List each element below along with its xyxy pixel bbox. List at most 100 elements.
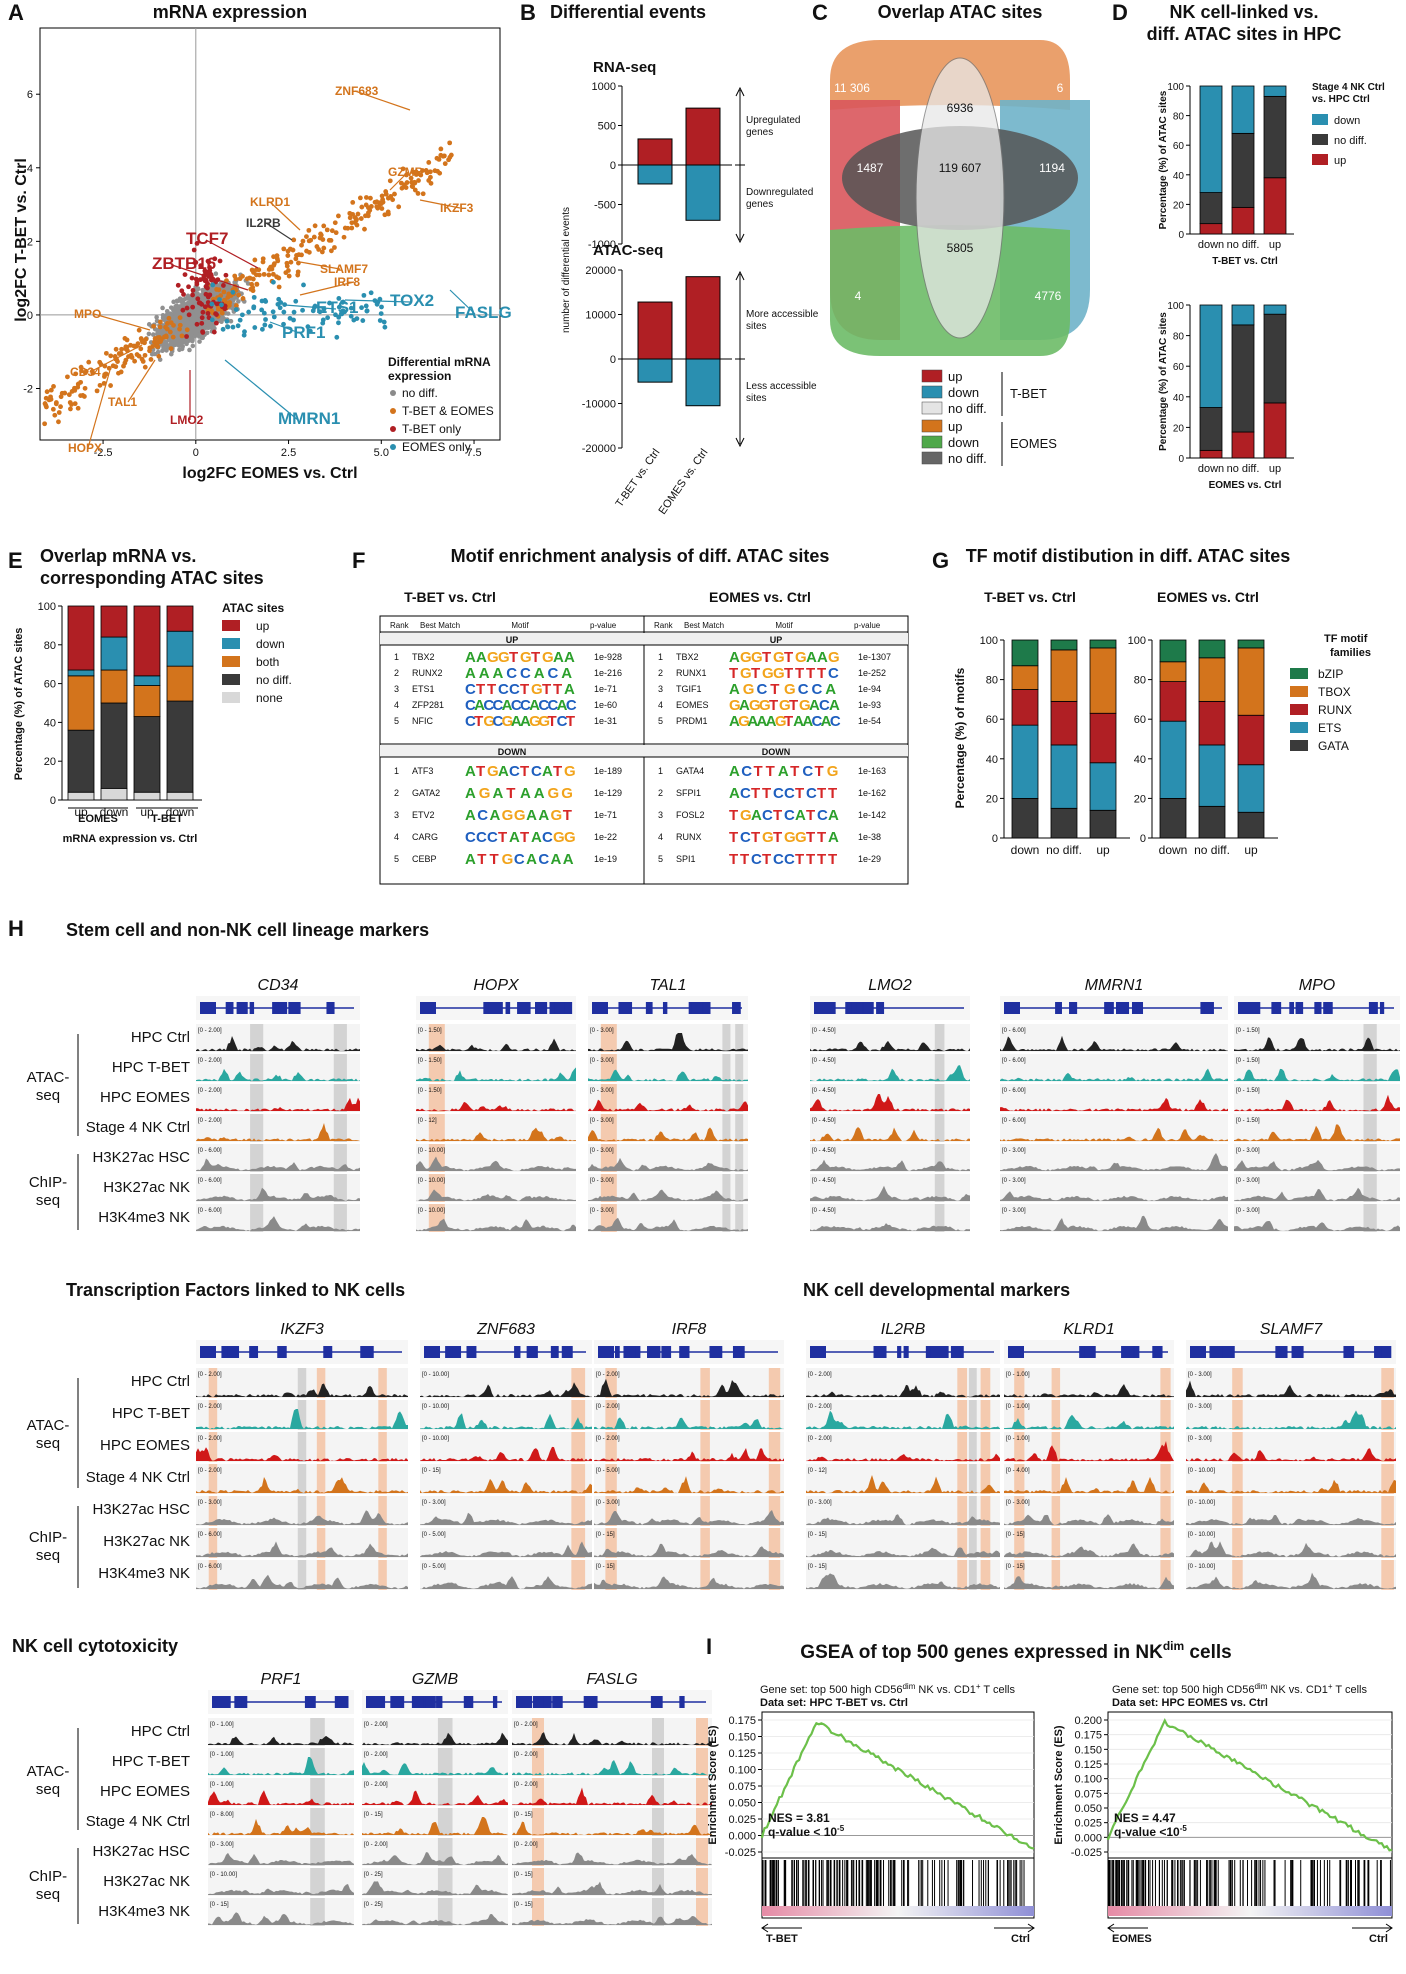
exon [1104,1002,1114,1014]
legend-swatch [1290,704,1308,715]
exon [543,1696,552,1708]
tick: 0.100 [728,1765,756,1777]
legend-swatch [1312,134,1328,145]
track-range: [0 - 3.00] [1002,1148,1026,1154]
highlight [333,1024,347,1052]
track-range: [0 - 10.00] [418,1148,445,1154]
scatter-point [197,339,202,344]
highlight [532,1808,544,1836]
rna-title: RNA-seq [593,59,656,76]
motif-letter: A [534,785,545,802]
exon [561,1346,573,1358]
tick: 0.025 [1074,1818,1102,1830]
motif-letter: A [806,649,817,666]
exon [288,1002,301,1014]
q-value: q-value <10-5 [1114,1824,1187,1839]
scatter-point [103,350,109,356]
highlight [250,1084,264,1112]
stack-segment [166,700,194,793]
scatter-point [382,324,388,330]
track-bg [1000,1054,1228,1082]
overlap-count: 1487 [857,161,884,175]
d-legend-title: Stage 4 NK Ctrl [1312,82,1385,93]
scatter-point [200,294,205,300]
category-label: down [1198,463,1224,475]
scatter-point [190,297,195,303]
stack-segment [1263,402,1287,459]
scatter-point [274,274,280,280]
highlight [571,1496,586,1526]
highlight [310,1838,325,1866]
scatter-point [182,272,188,278]
exon [249,1002,255,1014]
scatter-point [170,334,176,340]
tick: 80 [44,640,56,652]
overlap-count: 5805 [947,241,974,255]
motif-letter: T [806,665,815,682]
gs: T cells [1333,1684,1368,1696]
legend-item: T-BET & EOMES [402,404,494,418]
track-range: [0 - 2.00] [198,1028,222,1034]
motif-letter: A [531,829,542,846]
scatter-point [203,291,209,297]
h-section-title: Transcription Factors linked to NK cells [66,1280,405,1300]
motif-letter: T [476,681,485,698]
scatter-point [195,327,200,333]
p-value: 1e-29 [858,854,881,864]
track-range: [0 - 4.00] [1006,1468,1030,1474]
motif-letter: A [465,851,476,868]
scatter-point [291,237,297,243]
scatter-point [420,168,425,173]
category-label: no diff. [1046,843,1082,857]
tick: 0.075 [1074,1788,1102,1800]
scatter-point [319,249,325,255]
scatter-point [320,317,326,323]
scatter-point [262,322,268,328]
scatter-point [190,330,195,335]
highlight [722,1054,731,1082]
motif-letter: C [476,829,487,846]
motif-letter: C [740,829,751,846]
motif-letter: C [773,785,784,802]
scatter-point [398,180,404,186]
scatter-point [306,227,312,233]
overlap-count: 11 306 [834,81,870,95]
scatter-point [136,327,142,333]
track-range: [0 - 2.00] [364,1722,388,1728]
best-match: PRDM1 [676,716,708,726]
scatter-point [332,220,338,226]
scatter-point [336,320,341,326]
stack-segment [1089,712,1117,764]
tick: 500 [598,121,616,133]
exon [390,1696,405,1708]
exon [847,1002,852,1014]
track-range: [0 - 10.00] [210,1872,237,1878]
scatter-point [189,275,195,281]
scatter-point [236,292,242,298]
exon [552,1696,563,1708]
exon [360,1346,374,1358]
highlight [297,1368,307,1398]
best-match: SPI1 [676,854,696,864]
exon [436,1696,443,1708]
tick: 0 [1178,230,1184,241]
gene-label-il2rb: IL2RB [246,216,281,230]
motif-letter: T [806,807,815,824]
gene-name: CD34 [258,977,299,994]
y-tick-label: 2 [27,236,33,248]
stack-segment [133,685,161,717]
legend-swatch [222,638,240,649]
exon [445,1346,453,1358]
scatter-point [168,305,174,310]
p-value: 1e-162 [858,788,886,798]
phenotype-left: T-BET [766,1933,798,1945]
motif-letter: T [770,681,779,698]
track-range: [0 - 4.50] [812,1178,836,1184]
motif-letter: T [806,851,815,868]
legend-dot [390,390,396,396]
overlap-count: 4 [855,289,862,303]
gene-label-hopx: HOPX [68,441,102,455]
tick: 0.025 [728,1814,756,1826]
exon [550,1346,559,1358]
